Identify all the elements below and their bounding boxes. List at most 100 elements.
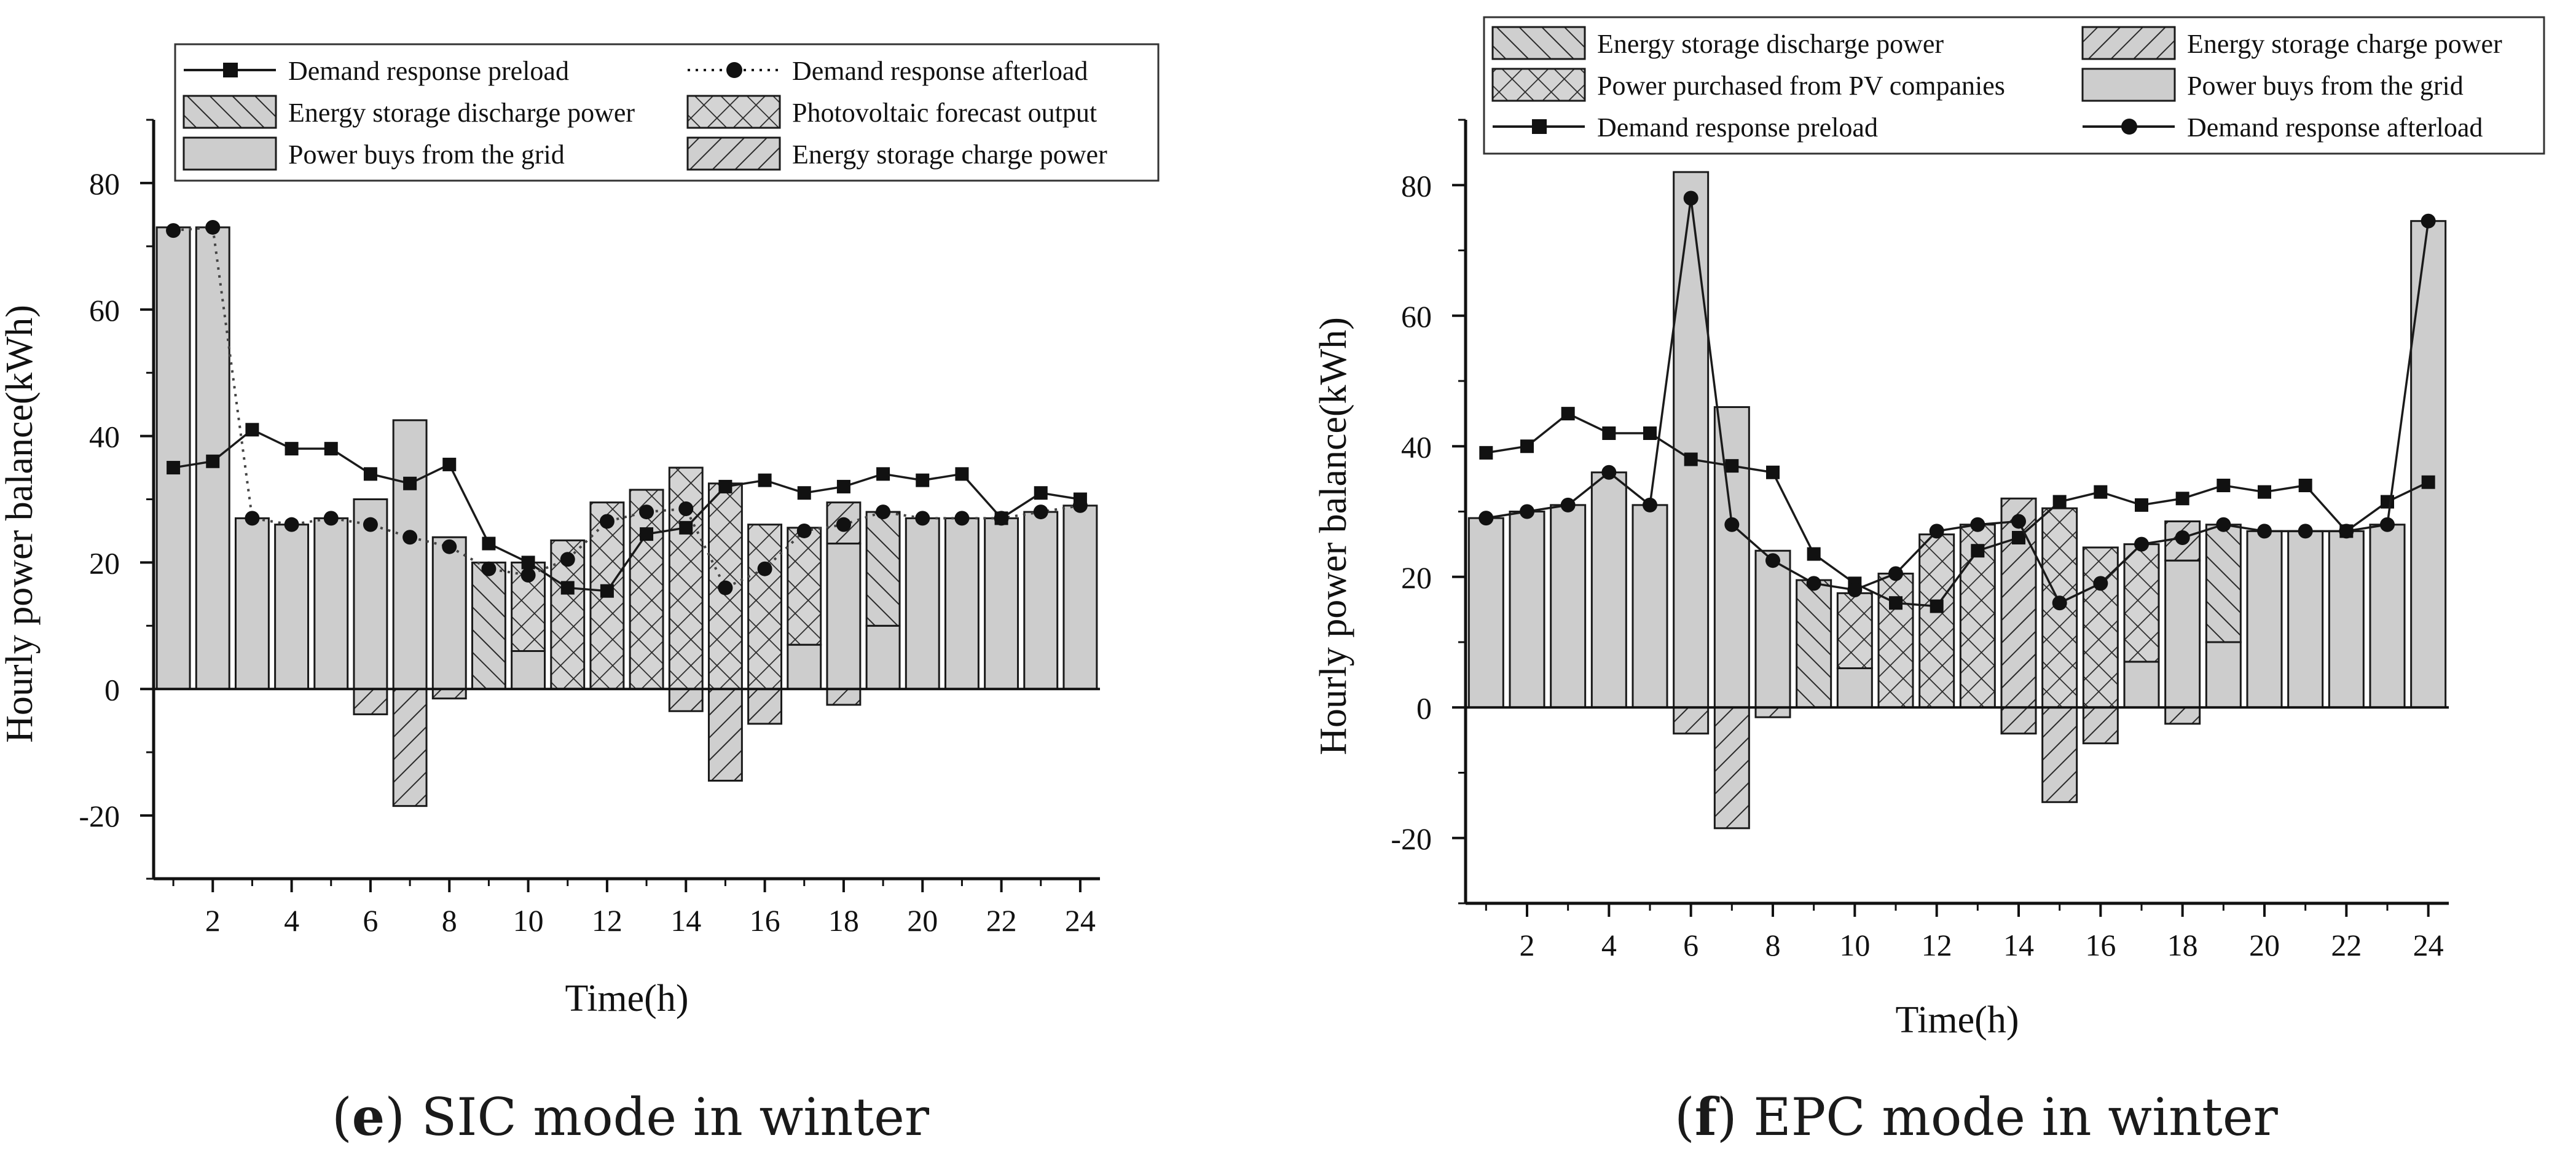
point-afterload-21: [2298, 524, 2313, 539]
bar-charge-7: [1713, 706, 1750, 830]
bar-grid-20: [2246, 530, 2283, 709]
point-afterload-3: [245, 511, 260, 526]
bar-charge-16: [747, 688, 783, 725]
point-afterload-19: [2216, 517, 2231, 532]
bar-charge-14: [668, 688, 704, 712]
point-afterload-17: [2134, 536, 2149, 552]
bar-pv-16: [747, 524, 783, 690]
point-preload-11: [1889, 596, 1903, 610]
x-axis-title: Time(h): [565, 978, 689, 1019]
point-afterload-23: [2380, 517, 2395, 532]
bar-grid-22: [2328, 530, 2365, 709]
point-afterload-13: [639, 504, 654, 520]
point-afterload-11: [1888, 566, 1903, 581]
point-afterload-12: [599, 514, 615, 529]
bar-grid-23: [1023, 511, 1059, 690]
point-afterload-15: [2052, 595, 2067, 611]
point-afterload-12: [1929, 524, 1944, 539]
bar-grid-24: [2410, 220, 2447, 709]
bar-charge-18: [2164, 706, 2201, 725]
caption-text-e: SIC mode in winter: [421, 1087, 929, 1147]
x-tick-label-22: 22: [986, 903, 1017, 938]
bar-grid-2: [1509, 511, 1545, 709]
point-afterload-1: [1478, 511, 1494, 526]
legend-label-preload: Demand response preload: [288, 56, 569, 86]
point-afterload-20: [915, 511, 930, 526]
point-afterload-23: [1033, 504, 1048, 520]
bar-charge-15: [707, 688, 743, 782]
point-preload-8: [442, 457, 457, 471]
point-afterload-13: [1970, 517, 1985, 532]
bar-pv-12: [1918, 533, 1955, 709]
legend-marker-afterload: [2121, 119, 2137, 135]
point-preload-4: [1602, 426, 1616, 440]
x-tick-label-14: 14: [2003, 928, 2034, 962]
x-tick-label-4: 4: [1601, 928, 1617, 962]
y-tick-label--20: -20: [1391, 822, 1432, 856]
x-tick-label-14: 14: [670, 903, 701, 938]
point-afterload-7: [1724, 517, 1740, 532]
x-tick-label-6: 6: [363, 903, 378, 938]
bar-charge-16: [2082, 706, 2119, 745]
x-axis-title: Time(h): [1896, 999, 2019, 1041]
legend-label-afterload: Demand response afterload: [792, 56, 1088, 86]
point-afterload-7: [402, 530, 418, 545]
point-preload-6: [1684, 452, 1698, 466]
y-tick-label-40: 40: [1401, 430, 1432, 464]
point-afterload-5: [1643, 497, 1657, 512]
bar-charge-8: [431, 688, 467, 700]
point-preload-1: [167, 461, 181, 475]
point-afterload-16: [757, 561, 772, 576]
legend-marker-afterload: [726, 62, 742, 78]
point-preload-20: [2258, 485, 2271, 499]
y-tick-label-80: 80: [1401, 168, 1432, 203]
x-tick-label-20: 20: [2249, 928, 2280, 962]
y-tick-label-60: 60: [1401, 299, 1432, 334]
point-afterload-4: [284, 517, 299, 532]
point-preload-10: [521, 555, 535, 570]
bar-grid-3: [234, 517, 270, 690]
legend-box: [1483, 16, 2545, 155]
point-afterload-8: [442, 539, 457, 554]
point-preload-9: [482, 536, 496, 551]
point-afterload-15: [718, 580, 733, 595]
point-afterload-24: [2421, 213, 2436, 229]
point-afterload-11: [560, 552, 575, 567]
legend-swatch-pv: [686, 95, 781, 129]
bar-grid-10: [1836, 667, 1873, 709]
point-afterload-20: [2257, 524, 2272, 539]
point-afterload-9: [1806, 576, 1821, 591]
x-tick-label-6: 6: [1683, 928, 1698, 962]
point-afterload-17: [796, 523, 812, 538]
y-tick-label-40: 40: [89, 420, 120, 454]
bar-pv-10: [1836, 592, 1873, 669]
point-preload-6: [363, 467, 377, 481]
point-preload-17: [797, 486, 811, 500]
point-preload-7: [403, 476, 417, 490]
point-afterload-1: [166, 223, 181, 238]
legend-swatch-grid: [183, 136, 277, 171]
line-afterload: [173, 226, 1081, 590]
point-afterload-22: [2339, 524, 2354, 539]
point-preload-18: [836, 479, 850, 493]
x-tick-label-12: 12: [1922, 928, 1952, 962]
bar-grid-6: [1673, 171, 1710, 709]
point-preload-18: [2175, 492, 2189, 506]
point-preload-14: [2012, 531, 2025, 544]
legend-swatch-pv: [1491, 68, 1586, 102]
point-preload-15: [2052, 495, 2067, 509]
point-afterload-16: [2093, 576, 2108, 591]
point-afterload-6: [363, 517, 378, 532]
x-tick-label-10: 10: [1839, 928, 1870, 962]
point-preload-19: [2217, 479, 2231, 492]
point-preload-5: [324, 442, 338, 456]
legend-marker-preload: [223, 63, 238, 77]
point-preload-14: [679, 520, 693, 535]
bar-charge-8: [1754, 706, 1791, 718]
legend-swatch-charge: [2081, 26, 2176, 60]
y-tick-label-60: 60: [89, 293, 120, 328]
bar-grid-17: [787, 643, 822, 690]
bar-grid-21: [944, 517, 980, 690]
legend-swatch-discharge: [1491, 26, 1586, 60]
